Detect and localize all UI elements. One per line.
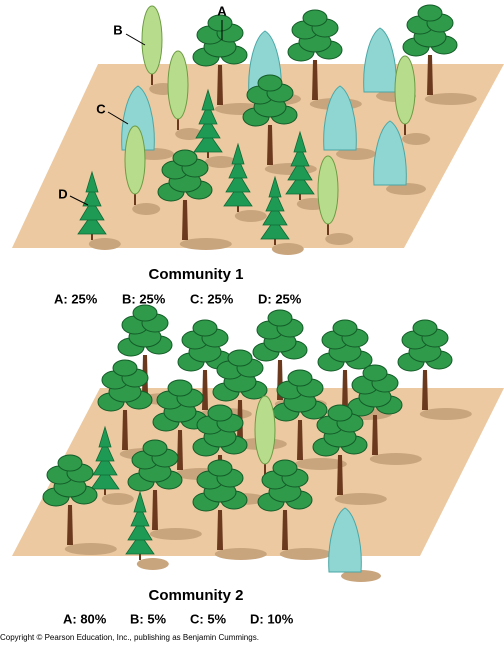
- trunk: [337, 455, 343, 495]
- trunk: [217, 65, 223, 105]
- trunk: [312, 60, 318, 100]
- crown: [113, 360, 137, 376]
- trunk: [182, 200, 188, 240]
- trunk: [67, 505, 73, 545]
- trunk: [282, 510, 288, 550]
- crown: [333, 320, 357, 336]
- illustration: A B C D Community 1 A: 25% B: 25% C: 25%…: [0, 0, 504, 648]
- shadow: [205, 156, 237, 168]
- shadow: [102, 493, 134, 505]
- crown: [418, 5, 442, 21]
- shadow: [235, 210, 267, 222]
- trunk: [427, 55, 433, 95]
- shadow: [402, 133, 430, 145]
- shadow: [89, 238, 121, 250]
- shadow: [137, 558, 169, 570]
- shadow: [325, 233, 353, 245]
- trunk: [122, 410, 128, 450]
- community-title: Community 2: [148, 587, 243, 604]
- composition: B: 25%: [122, 291, 166, 306]
- trunk: [342, 370, 348, 410]
- crown: [168, 380, 192, 396]
- crown: [303, 10, 327, 26]
- trunk: [422, 370, 428, 410]
- copyright: Copyright © Pearson Education, Inc., pub…: [0, 633, 259, 642]
- shadow: [272, 243, 304, 255]
- trunk: [177, 430, 183, 470]
- trunk: [217, 510, 223, 550]
- cone-tree: [364, 28, 397, 92]
- crown: [125, 126, 145, 194]
- composition: C: 25%: [190, 291, 234, 306]
- crown: [143, 440, 167, 456]
- crown: [173, 150, 197, 166]
- label: A: [217, 3, 227, 18]
- crown: [58, 455, 82, 471]
- crown: [228, 350, 252, 366]
- shadow: [132, 203, 160, 215]
- community-title: Community 1: [148, 266, 243, 283]
- crown: [193, 320, 217, 336]
- trunk: [152, 490, 158, 530]
- label: C: [96, 101, 106, 116]
- crown: [363, 365, 387, 381]
- label: D: [58, 186, 67, 201]
- crown: [328, 405, 352, 421]
- crown: [133, 305, 157, 321]
- crown: [273, 460, 297, 476]
- trunk: [202, 370, 208, 410]
- trunk: [372, 415, 378, 455]
- composition: C: 5%: [190, 611, 227, 626]
- crown: [168, 51, 188, 119]
- composition: B: 5%: [130, 611, 167, 626]
- composition: D: 25%: [258, 291, 302, 306]
- crown: [288, 370, 312, 386]
- crown: [268, 310, 292, 326]
- crown: [142, 6, 162, 74]
- crown: [395, 56, 415, 124]
- crown: [255, 396, 275, 464]
- label: B: [113, 22, 122, 37]
- crown: [413, 320, 437, 336]
- crown: [208, 460, 232, 476]
- composition: A: 80%: [63, 611, 107, 626]
- composition: D: 10%: [250, 611, 294, 626]
- composition: A: 25%: [54, 291, 98, 306]
- trunk: [267, 125, 273, 165]
- crown: [258, 75, 282, 91]
- crown: [208, 405, 232, 421]
- crown: [318, 156, 338, 224]
- trunk: [297, 420, 303, 460]
